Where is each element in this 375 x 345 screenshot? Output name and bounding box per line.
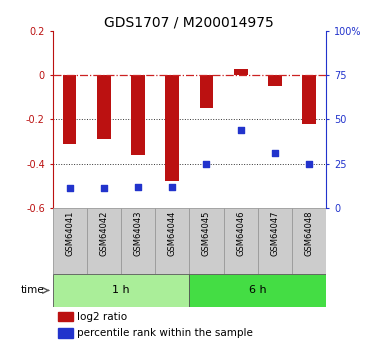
Text: GSM64042: GSM64042 [99, 210, 108, 256]
Bar [189, 274, 326, 307]
Bar [155, 208, 189, 274]
Bar [58, 328, 73, 338]
Bar [97, 75, 111, 139]
Point [67, 186, 73, 191]
Bar [234, 69, 248, 75]
Point [238, 127, 244, 133]
Text: GSM64046: GSM64046 [236, 210, 245, 256]
Text: time: time [20, 285, 44, 295]
Bar [258, 208, 292, 274]
Bar [121, 208, 155, 274]
Point [169, 184, 175, 189]
Point [306, 161, 312, 166]
Text: 1 h: 1 h [112, 285, 130, 295]
Point [272, 150, 278, 156]
Bar [58, 312, 73, 322]
Bar [200, 75, 213, 108]
Text: 6 h: 6 h [249, 285, 267, 295]
Bar [131, 75, 145, 155]
Text: GSM64044: GSM64044 [168, 210, 177, 256]
Text: percentile rank within the sample: percentile rank within the sample [77, 328, 253, 338]
Text: GSM64048: GSM64048 [304, 210, 313, 256]
Text: GSM64041: GSM64041 [65, 210, 74, 256]
Bar [268, 75, 282, 86]
Point [101, 186, 107, 191]
Bar [87, 208, 121, 274]
Bar [189, 208, 224, 274]
Point [135, 184, 141, 189]
Text: GSM64047: GSM64047 [270, 210, 279, 256]
Text: GSM64045: GSM64045 [202, 210, 211, 256]
Bar [53, 208, 87, 274]
Text: GSM64043: GSM64043 [134, 210, 142, 256]
Bar [292, 208, 326, 274]
Bar [302, 75, 316, 124]
Bar [53, 274, 189, 307]
Bar [224, 208, 258, 274]
Bar [63, 75, 76, 144]
Text: log2 ratio: log2 ratio [77, 312, 127, 322]
Title: GDS1707 / M200014975: GDS1707 / M200014975 [105, 16, 274, 30]
Point [204, 161, 210, 166]
Bar [165, 75, 179, 181]
